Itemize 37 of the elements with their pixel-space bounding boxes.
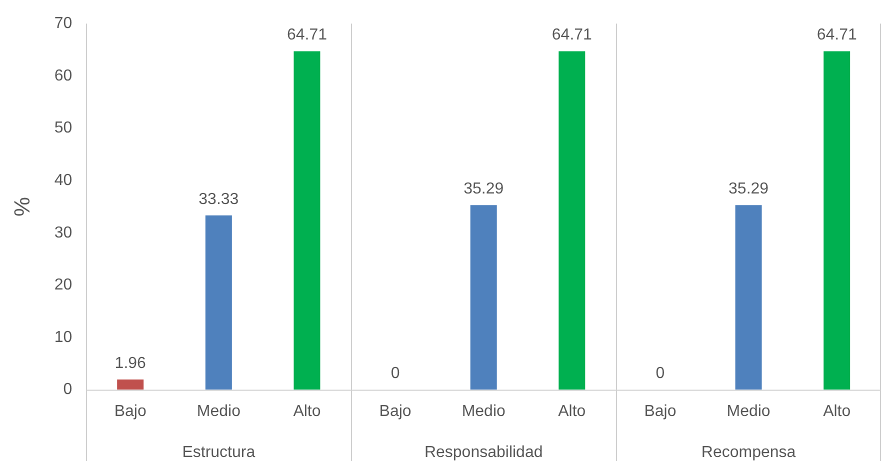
y-tick-label: 30 [54, 224, 72, 242]
x-tick-label: Bajo [114, 402, 146, 420]
x-tick-label: Bajo [644, 402, 676, 420]
data-label: 64.71 [816, 26, 857, 44]
y-tick-label: 10 [54, 328, 72, 346]
bar [294, 51, 320, 390]
bar [470, 205, 497, 390]
y-tick-label: 40 [54, 172, 72, 189]
text: Recompensa [701, 444, 796, 461]
data-label: 64.71 [552, 26, 592, 44]
data-label: 1.96 [114, 354, 146, 372]
x-tick-label: Alto [823, 402, 851, 420]
data-label: 0 [390, 365, 400, 382]
text: Estructura [182, 444, 256, 461]
x-tick-label: Alto [558, 402, 586, 420]
data-label: 35.29 [464, 180, 504, 198]
y-tick-label: 20 [54, 276, 72, 294]
bar [205, 215, 232, 390]
x-tick-label: Alto [293, 402, 321, 420]
data-label: 64.71 [286, 26, 328, 44]
y-axis-title: % [9, 196, 34, 216]
bar [558, 51, 586, 390]
data-label: 0 [656, 365, 665, 382]
bar [117, 380, 144, 390]
x-tick-label: Bajo [379, 402, 412, 420]
y-tick-label: 50 [54, 120, 72, 137]
data-label: 33.33 [198, 190, 239, 208]
x-tick-label: Medio [462, 402, 506, 420]
bar [735, 205, 762, 390]
y-tick-label: 60 [54, 67, 72, 84]
x-tick-label: Medio [726, 402, 770, 420]
x-tick-label: Medio [196, 402, 241, 420]
bar [824, 51, 850, 390]
y-tick-label: 0 [63, 381, 72, 398]
data-label: 35.29 [728, 180, 769, 198]
text: Responsabilidad [424, 444, 543, 461]
y-tick-label: 70 [54, 15, 72, 32]
